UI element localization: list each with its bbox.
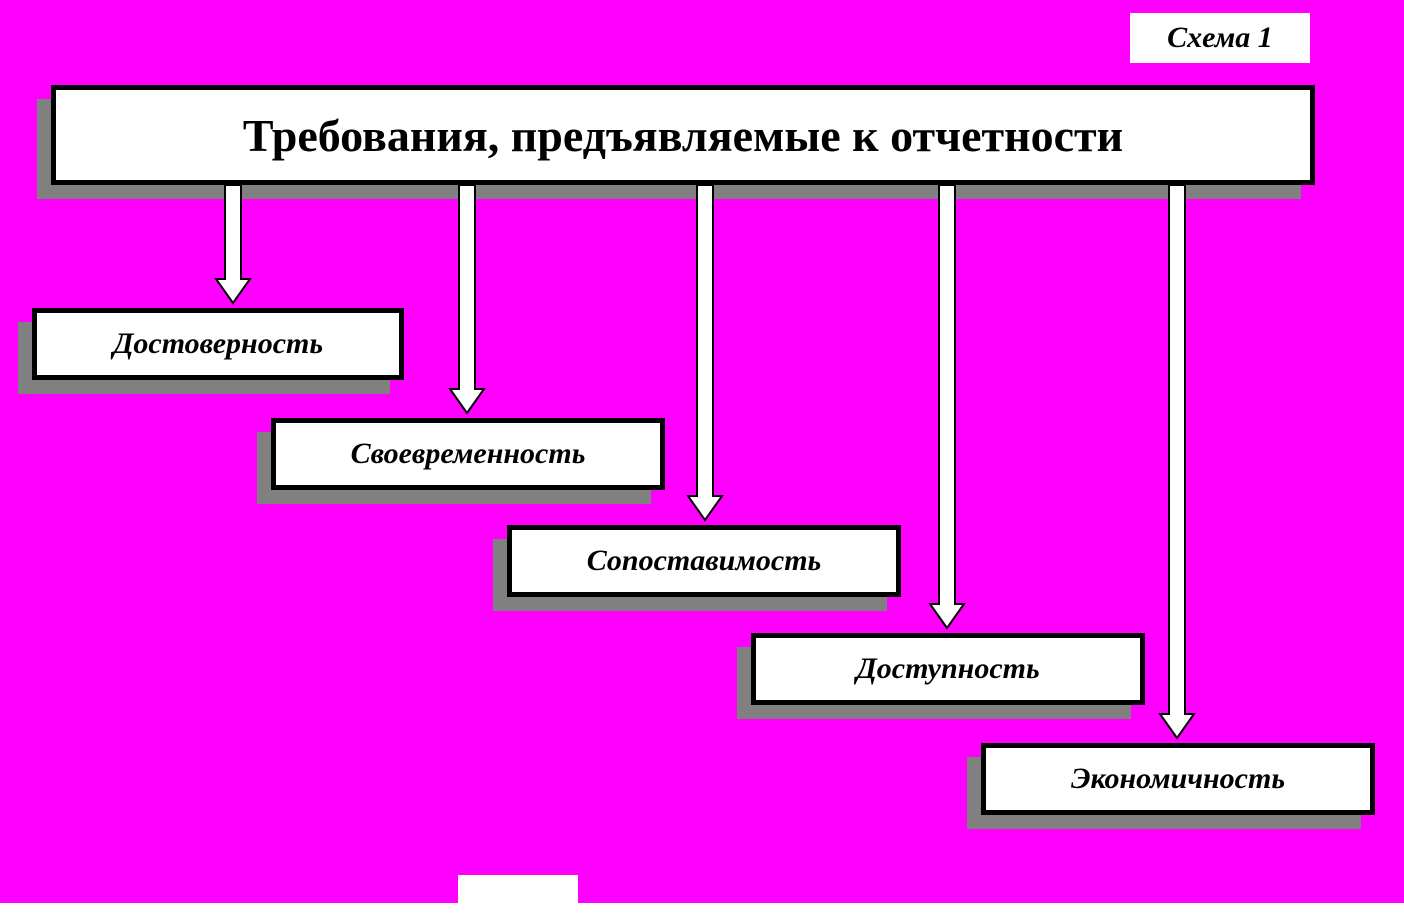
footer-box <box>458 875 578 915</box>
item-label: Экономичность <box>1071 762 1285 796</box>
diagram-canvas: Схема 1 Требования, предъявляемые к отче… <box>0 0 1404 903</box>
item-box-ekonomichnost: Экономичность <box>981 743 1375 815</box>
